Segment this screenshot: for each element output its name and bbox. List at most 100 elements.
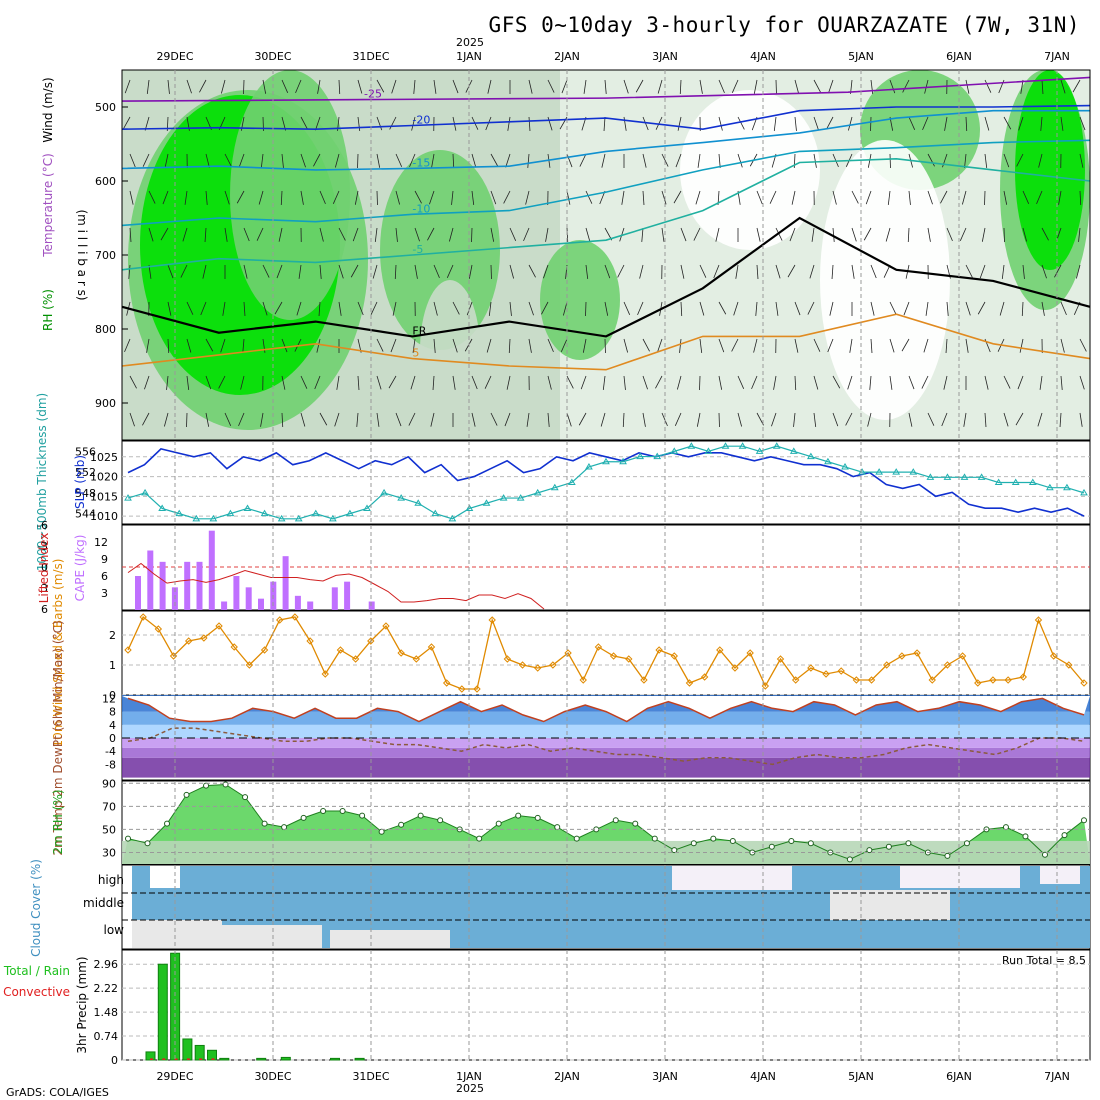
bottom-date-label: 7JAN xyxy=(1044,1070,1070,1083)
wind-barb xyxy=(260,153,264,168)
precip-bar xyxy=(157,963,168,1061)
bottom-date-label: 30DEC xyxy=(254,1070,291,1083)
wind-barb xyxy=(1060,116,1064,131)
wind-speed-point xyxy=(412,655,421,663)
wind-barb xyxy=(1003,153,1010,168)
wind-barb xyxy=(224,227,228,242)
rh-point xyxy=(339,807,346,814)
wind-barb xyxy=(395,412,402,427)
wind-barb xyxy=(637,301,644,316)
wind-barb xyxy=(1041,301,1045,316)
rh-point xyxy=(1041,851,1048,858)
wind-barb xyxy=(142,153,150,167)
cape-bar xyxy=(368,601,375,610)
thickness-point xyxy=(482,499,491,506)
wind-barb xyxy=(431,153,435,168)
wind-barb xyxy=(376,116,383,131)
cape-bar xyxy=(208,530,215,610)
thickness-point xyxy=(687,442,696,449)
thickness-point xyxy=(943,473,952,480)
wind-barb xyxy=(639,264,644,279)
isotherm-label: -15 xyxy=(412,156,430,169)
wind-speed-point xyxy=(184,637,193,645)
wind-speed-point xyxy=(640,676,648,684)
wind-barb xyxy=(199,79,207,93)
thickness-point xyxy=(875,468,884,475)
thickness-point xyxy=(175,509,184,517)
wind-barb xyxy=(1022,264,1025,279)
wind-speed-point xyxy=(503,655,512,663)
rh-tick-label: 30 xyxy=(102,846,116,859)
wind-barb xyxy=(388,375,397,389)
wind-barb xyxy=(756,227,761,242)
wind-barb xyxy=(603,116,606,131)
wind-speed-point xyxy=(367,637,375,645)
precip-bar xyxy=(219,1057,230,1061)
wind-barb xyxy=(300,190,304,205)
wind-barb xyxy=(317,79,321,94)
rh-region xyxy=(420,280,480,420)
rh-point xyxy=(320,807,327,814)
wind-barb xyxy=(984,79,992,93)
precip-bar xyxy=(354,1057,365,1061)
thickness-point xyxy=(380,488,388,496)
wind-barb xyxy=(602,375,606,390)
wind-tick-label: 0 xyxy=(109,689,116,702)
wind-barb xyxy=(793,412,796,427)
wind-barb xyxy=(376,338,384,352)
wind-barb xyxy=(1054,264,1062,278)
wind-barb xyxy=(545,227,549,242)
rh-point xyxy=(144,840,151,847)
li-tick-label: 6 xyxy=(41,603,48,616)
wind-barb xyxy=(680,264,685,279)
wind-barb xyxy=(1016,153,1024,167)
slp-thickness-panel: 1010 1015 1020 1025 544 548 552 556 1000~500mb … xyxy=(35,393,1091,571)
rh-point xyxy=(515,812,522,819)
wind-barb xyxy=(769,190,777,204)
wind-speed-point xyxy=(1080,679,1088,687)
wind-barb xyxy=(655,116,663,130)
wind-barb xyxy=(718,338,725,353)
wind-barb xyxy=(832,375,841,389)
precip-bar xyxy=(256,1057,267,1061)
wind-barb xyxy=(713,264,720,279)
wind-barb xyxy=(941,412,948,427)
wind-barb xyxy=(751,375,758,390)
wind-barb xyxy=(621,190,625,205)
wind-barb xyxy=(313,153,321,167)
wind-barb xyxy=(661,153,669,167)
ylabel-2m-temp: 2m Temp 2m DewPt (6hr Min/Max) (°C) xyxy=(51,620,65,855)
rh-point xyxy=(905,840,912,847)
cape-bar xyxy=(135,576,141,610)
wind-barb xyxy=(737,412,743,427)
wind-barb xyxy=(1021,301,1024,317)
rh-point xyxy=(573,835,580,842)
wind-barb xyxy=(376,79,385,93)
slp-tick-label: 1025 xyxy=(90,451,118,464)
wind-barb xyxy=(262,301,268,316)
wind-barb xyxy=(1037,412,1043,427)
isotherm-line xyxy=(121,313,1091,371)
legend-convective: Convective xyxy=(3,985,70,999)
wind-barb xyxy=(184,190,188,205)
wind-barb xyxy=(129,227,132,242)
ylabel-2m-rh: 2m RH (%) xyxy=(51,789,65,854)
bottom-date-label: 4JAN xyxy=(750,1070,776,1083)
wind-barb xyxy=(315,116,321,131)
wind-barb xyxy=(523,227,530,242)
thickness-point xyxy=(824,457,832,465)
wind-barb xyxy=(124,338,131,353)
rh-point xyxy=(554,824,561,831)
top-date-label: 2JAN xyxy=(554,50,580,63)
rh-region xyxy=(1015,70,1085,270)
temp-tick-label: 12 xyxy=(102,692,116,705)
wind-speed-point xyxy=(1049,652,1058,660)
rh-point xyxy=(944,852,951,859)
wind-barb xyxy=(167,338,170,354)
wind-barb xyxy=(1079,338,1087,352)
wind-barb xyxy=(124,79,131,94)
wind-barb xyxy=(452,79,459,94)
wind-barb xyxy=(471,190,475,205)
wind-barb xyxy=(718,116,723,131)
wind-barb xyxy=(146,79,150,94)
